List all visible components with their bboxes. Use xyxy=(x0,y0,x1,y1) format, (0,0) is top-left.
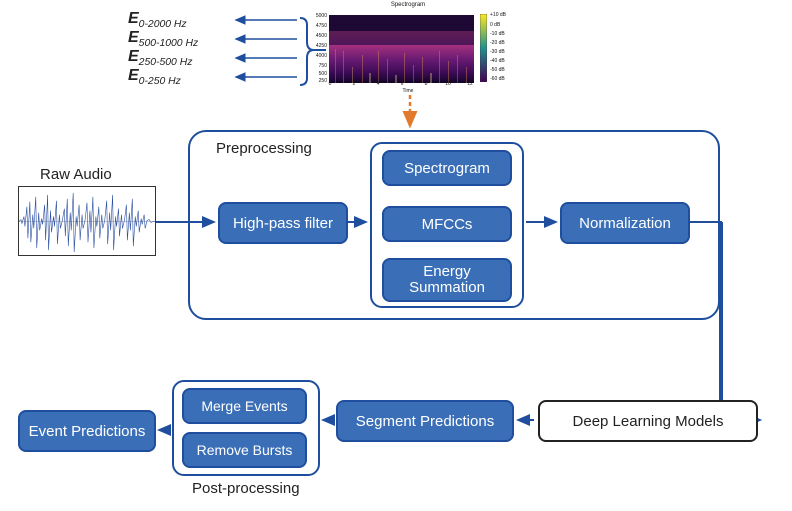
merge-block: Merge Events xyxy=(182,388,307,424)
spectrogram-title: Spectrogram xyxy=(308,2,508,8)
merge-label: Merge Events xyxy=(201,398,287,414)
raw-audio-waveform xyxy=(18,186,156,256)
spectrogram-block-label: Spectrogram xyxy=(404,160,490,177)
remove-block: Remove Bursts xyxy=(182,432,307,468)
evtpred-block: Event Predictions xyxy=(18,410,156,452)
raw-audio-label: Raw Audio xyxy=(40,166,112,183)
evtpred-label: Event Predictions xyxy=(29,423,146,440)
energy-block: EnergySummation xyxy=(382,258,512,302)
energy-labels: E0-2000 Hz E500-1000 Hz E250-500 Hz E0-2… xyxy=(128,10,198,86)
remove-label: Remove Bursts xyxy=(197,442,293,458)
energy-label-0: E0-2000 Hz xyxy=(128,10,198,29)
dlm-block: Deep Learning Models xyxy=(538,400,758,442)
energy-label-3: E0-250 Hz xyxy=(128,67,198,86)
energy-label: EnergySummation xyxy=(409,264,485,297)
mfcc-block: MFCCs xyxy=(382,206,512,242)
preprocessing-label: Preprocessing xyxy=(216,140,312,157)
hpf-label: High-pass filter xyxy=(233,215,333,232)
postprocessing-label: Post-processing xyxy=(192,480,300,497)
segpred-block: Segment Predictions xyxy=(336,400,514,442)
dlm-label: Deep Learning Models xyxy=(573,413,724,430)
mfcc-label: MFCCs xyxy=(422,216,473,233)
spectrogram-figure: Spectrogram xyxy=(308,4,508,96)
energy-label-2: E250-500 Hz xyxy=(128,48,198,67)
hpf-block: High-pass filter xyxy=(218,202,348,244)
normalization-label: Normalization xyxy=(579,215,671,232)
spectrogram-xlabel: Time xyxy=(308,88,508,94)
segpred-label: Segment Predictions xyxy=(356,413,494,430)
energy-label-1: E500-1000 Hz xyxy=(128,29,198,48)
normalization-block: Normalization xyxy=(560,202,690,244)
spectrogram-block: Spectrogram xyxy=(382,150,512,186)
